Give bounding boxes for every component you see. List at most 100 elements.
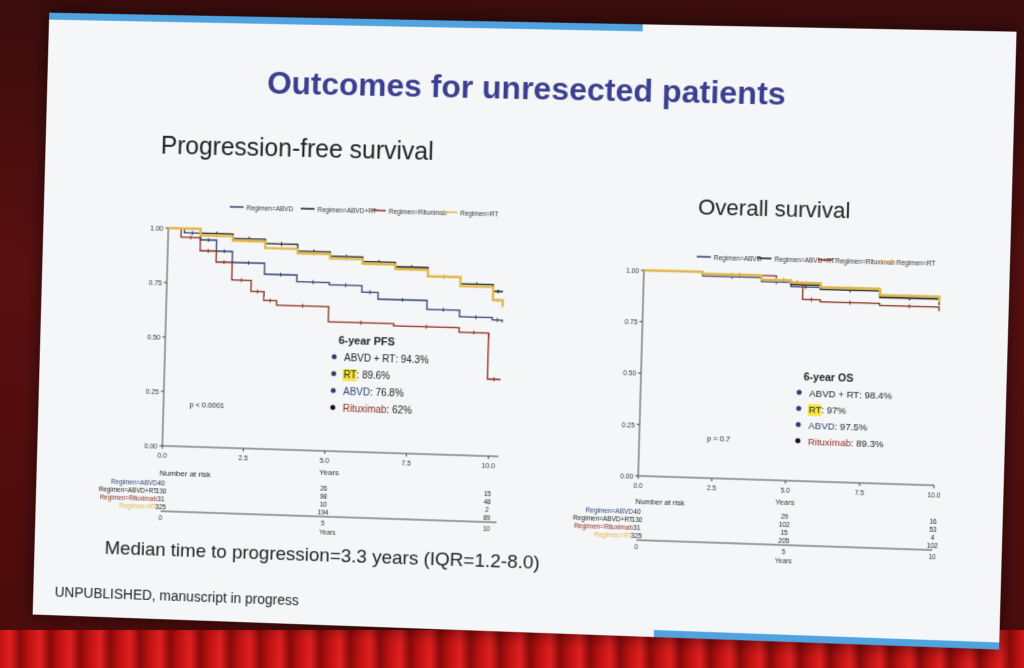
os-risk-count: 40 bbox=[633, 509, 641, 516]
pfs-risk-count: 48 bbox=[484, 499, 492, 506]
pfs-risk-group: Regimen=RT bbox=[119, 503, 157, 511]
os-series-rituximab bbox=[643, 270, 940, 311]
pfs-series-abvd bbox=[166, 228, 505, 322]
os-annotation-value: : 97% bbox=[821, 404, 847, 416]
pfs-svg: Regimen=ABVD Regimen=ABVD+RT Regimen=Ritux… bbox=[54, 186, 527, 552]
os-risk-count: 31 bbox=[633, 525, 641, 532]
os-risk-count: 15 bbox=[780, 530, 788, 537]
pfs-risk-count: 40 bbox=[158, 480, 166, 487]
pfs-risk-xlabel: Years bbox=[319, 529, 335, 537]
os-annotation-label: ABVD bbox=[808, 420, 835, 432]
pfs-x-tick-label: 7.5 bbox=[401, 460, 411, 467]
pfs-annotation-label: ABVD + RT bbox=[344, 353, 395, 366]
pfs-risk-count: 325 bbox=[155, 504, 166, 511]
os-annotation: 6-year OSABVD + RT: 98.4%RT: 97%ABVD: 97… bbox=[795, 372, 893, 450]
os-x-tick-label: 0.0 bbox=[633, 483, 643, 490]
os-y-tick-label: 0.00 bbox=[620, 473, 633, 480]
os-annotation-bullet bbox=[796, 422, 801, 427]
os-annotation-title: 6-year OS bbox=[803, 372, 853, 385]
pfs-risk-count: 15 bbox=[484, 491, 492, 498]
os-risk-count: 102 bbox=[927, 543, 939, 551]
pfs-risk-axis bbox=[161, 511, 497, 522]
pfs-legend-label: Regimen=RT bbox=[460, 210, 498, 218]
pfs-risk-title: Number at risk bbox=[160, 468, 211, 479]
pfs-risk-count: 26 bbox=[320, 486, 328, 493]
pfs-x-axis-label: Years bbox=[319, 468, 339, 478]
os-risk-count: 102 bbox=[779, 522, 791, 529]
os-heading: Overall survival bbox=[698, 194, 851, 224]
os-risk-xlabel: Years bbox=[775, 558, 792, 566]
pfs-annotation-value: : 62% bbox=[386, 405, 412, 417]
os-annotation-item: RT: 97% bbox=[809, 404, 847, 416]
pfs-risk-count: 89 bbox=[483, 515, 491, 522]
slide-accent-bar-top bbox=[49, 13, 643, 32]
os-risk-count: 4 bbox=[931, 535, 935, 542]
pfs-heading: Progression-free survival bbox=[160, 132, 434, 167]
os-curve bbox=[643, 270, 940, 305]
pfs-x-tick-label: 0.0 bbox=[157, 453, 167, 460]
os-legend-label: Regimen=Rituximab bbox=[835, 258, 895, 267]
os-risk-time: 10 bbox=[928, 554, 936, 561]
os-risk-count: 205 bbox=[778, 538, 790, 545]
pfs-risk-count: 98 bbox=[320, 494, 328, 501]
os-series-abvd-rt bbox=[643, 270, 940, 305]
pfs-legend-label: Regimen=ABVD bbox=[246, 205, 293, 213]
os-annotation-bullet bbox=[795, 438, 800, 443]
pfs-x-axis bbox=[162, 446, 498, 457]
os-annotation-label: RT bbox=[809, 404, 822, 416]
os-annotation-label: Rituximab bbox=[808, 436, 851, 448]
pfs-annotation-title: 6-year PFS bbox=[338, 335, 395, 349]
pfs-annotation-item: RT: 89.6% bbox=[343, 370, 390, 382]
os-curve bbox=[643, 270, 940, 311]
pfs-y-tick-label: 0.25 bbox=[145, 389, 159, 396]
os-annotation-item: Rituximab: 89.3% bbox=[808, 436, 885, 450]
pfs-series-abvd-rt bbox=[167, 228, 505, 294]
pfs-annotation-bullet bbox=[331, 371, 336, 376]
os-x-tick-label: 2.5 bbox=[707, 485, 717, 492]
pfs-y-tick-label: 0.75 bbox=[148, 280, 162, 287]
pfs-risk-time: 5 bbox=[321, 520, 325, 527]
pfs-risk-count: 31 bbox=[157, 496, 165, 503]
os-risk-count: 130 bbox=[631, 517, 642, 524]
os-annotation-value: : 98.4% bbox=[859, 389, 893, 401]
pfs-x-tick-label: 10.0 bbox=[481, 463, 495, 470]
pfs-annotation-label: Rituximab bbox=[342, 404, 387, 416]
os-annotation-bullet bbox=[797, 390, 802, 395]
os-x-tick-label: 5.0 bbox=[781, 487, 791, 494]
os-annotation-item: ABVD: 97.5% bbox=[808, 420, 868, 433]
pfs-annotation-item: ABVD: 76.8% bbox=[343, 387, 404, 400]
pfs-risk-count: 2 bbox=[485, 507, 489, 514]
pfs-y-tick-label: 0.00 bbox=[144, 443, 158, 450]
os-risk-table: Number at riskRegimen=ABVD 402916Regimen=… bbox=[572, 495, 940, 571]
os-risk-count: 53 bbox=[929, 527, 937, 534]
pfs-risk-group: Regimen=Rituximab bbox=[100, 494, 158, 503]
pfs-curve bbox=[167, 228, 505, 292]
pfs-annotation-bullet bbox=[330, 405, 335, 410]
pfs-x-tick-label: 5.0 bbox=[320, 458, 330, 465]
pfs-annotation-bullet bbox=[331, 388, 336, 393]
os-x-tick-label: 10.0 bbox=[927, 492, 941, 500]
pfs-legend: Regimen=ABVD Regimen=ABVD+RT Regimen=Ritux… bbox=[230, 205, 499, 219]
os-legend-label: Regimen=RT bbox=[896, 260, 935, 268]
pfs-risk-count: 130 bbox=[156, 488, 167, 495]
pfs-risk-time: 10 bbox=[483, 526, 491, 533]
os-legend-label: Regimen=ABVD bbox=[714, 255, 762, 263]
os-x-axis bbox=[638, 476, 934, 485]
pfs-annotation: 6-year PFS ABVD + RT: 94.3% RT: 89.6% ABVD:… bbox=[330, 335, 430, 418]
pfs-y-tick-label: 0.50 bbox=[147, 334, 161, 341]
os-legend: Regimen=ABVD Regimen=ABVD+RT Regimen=Ritux… bbox=[697, 255, 936, 268]
pfs-chart: Regimen=ABVD Regimen=ABVD+RT Regimen=Ritux… bbox=[54, 186, 527, 552]
pfs-annotation-bullet bbox=[332, 354, 337, 359]
os-annotation-bullet bbox=[796, 406, 801, 411]
pfs-curve bbox=[166, 228, 505, 322]
pfs-legend-label: Regimen=ABVD+RT bbox=[317, 207, 376, 215]
os-risk-time: 5 bbox=[782, 549, 786, 556]
os-y-tick-label: 0.25 bbox=[622, 422, 635, 429]
os-p-value: p = 0.7 bbox=[707, 434, 731, 444]
os-annotation-value: : 97.5% bbox=[834, 421, 868, 433]
os-legend-label: Regimen=ABVD+RT bbox=[774, 257, 835, 266]
pfs-risk-count: 10 bbox=[320, 502, 328, 509]
pfs-annotation-item: ABVD + RT: 94.3% bbox=[344, 353, 429, 366]
pfs-legend-label: Regimen=Rituximab bbox=[389, 209, 448, 217]
pfs-annotation-item: Rituximab: 62% bbox=[342, 404, 412, 417]
